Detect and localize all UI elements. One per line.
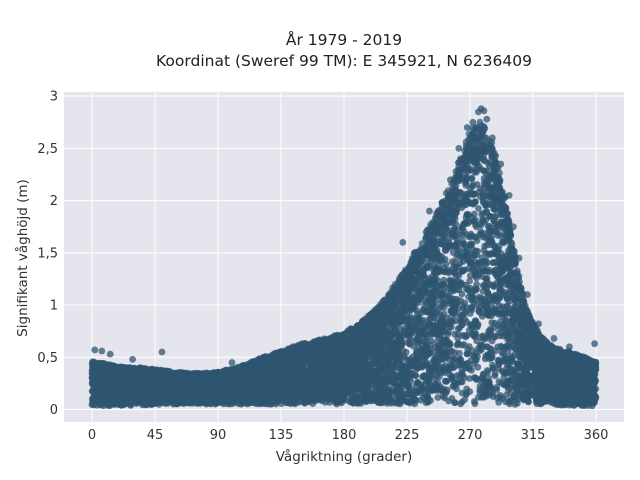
data-point — [458, 389, 466, 397]
data-point — [468, 174, 476, 182]
data-point — [461, 396, 469, 403]
data-point — [460, 240, 467, 248]
data-point — [466, 277, 473, 285]
chart-title-line-2: Koordinat (Sweref 99 TM): E 345921, N 62… — [156, 52, 532, 70]
data-points — [88, 105, 600, 410]
chart-title-line-1: År 1979 - 2019 — [286, 30, 402, 49]
data-point — [434, 394, 442, 401]
data-point — [448, 258, 456, 266]
data-point — [475, 205, 482, 212]
data-point — [466, 375, 473, 382]
data-point — [473, 285, 480, 293]
